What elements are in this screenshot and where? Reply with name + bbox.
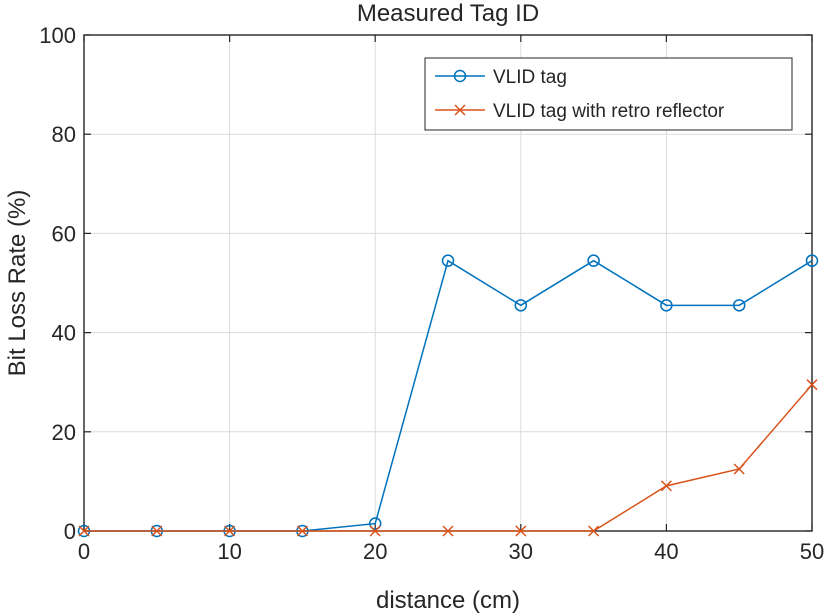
legend-label: VLID tag with retro reflector bbox=[493, 101, 725, 122]
data-point bbox=[805, 254, 819, 267]
data-series bbox=[77, 254, 819, 538]
data-point-stroke-b bbox=[224, 525, 236, 537]
x-tick-label: 40 bbox=[654, 539, 678, 564]
y-tick-label: 60 bbox=[52, 221, 76, 246]
legend-marker bbox=[453, 69, 467, 83]
data-point bbox=[515, 525, 527, 537]
y-tick-label: 0 bbox=[64, 519, 76, 544]
data-point bbox=[369, 525, 381, 537]
data-point bbox=[442, 525, 454, 537]
legend-marker bbox=[454, 104, 466, 116]
x-axis-label: distance (cm) bbox=[376, 587, 520, 614]
y-tick-label: 100 bbox=[39, 23, 76, 48]
data-point bbox=[514, 299, 528, 312]
y-tick-label: 40 bbox=[52, 321, 76, 346]
legend-entry: VLID tag bbox=[435, 67, 567, 88]
data-point-stroke-b bbox=[660, 480, 672, 492]
x-tick-label: 30 bbox=[509, 539, 533, 564]
data-point-stroke-b bbox=[806, 379, 818, 391]
data-point bbox=[733, 463, 745, 475]
y-tick-label: 20 bbox=[52, 420, 76, 445]
data-point-stroke-b bbox=[296, 525, 308, 537]
data-point-stroke-b bbox=[78, 525, 90, 537]
x-tick-label: 50 bbox=[800, 539, 824, 564]
legend-marker-stroke-b bbox=[454, 104, 466, 116]
data-point-stroke-b bbox=[515, 525, 527, 537]
legend-box bbox=[424, 57, 793, 131]
data-point bbox=[660, 299, 673, 312]
y-tick-label: 80 bbox=[52, 122, 76, 147]
x-tick-label: 10 bbox=[217, 539, 241, 564]
data-point bbox=[78, 525, 90, 537]
data-point-stroke-b bbox=[442, 525, 454, 537]
data-point bbox=[588, 525, 600, 537]
data-point bbox=[296, 525, 308, 537]
data-point-stroke-b bbox=[733, 463, 745, 475]
axis-ticks: 0 10 20 30 40 50 0 20 40 60 80 100 bbox=[39, 23, 824, 564]
data-point bbox=[151, 525, 163, 537]
data-point bbox=[587, 254, 600, 267]
data-point bbox=[441, 254, 455, 267]
series-2 bbox=[78, 379, 818, 537]
chart-title: Measured Tag ID bbox=[357, 0, 539, 27]
data-point bbox=[660, 480, 672, 492]
data-point-stroke-b bbox=[369, 525, 381, 537]
x-tick-label: 0 bbox=[78, 539, 90, 564]
data-point-stroke-b bbox=[588, 525, 600, 537]
data-point bbox=[368, 517, 382, 530]
data-point-stroke-b bbox=[151, 525, 163, 537]
x-tick-label: 20 bbox=[363, 539, 387, 564]
legend-entry: VLID tag with retro reflector bbox=[435, 101, 725, 122]
y-axis-label: Bit Loss Rate (%) bbox=[4, 190, 31, 377]
data-point bbox=[806, 379, 818, 391]
data-point bbox=[224, 525, 236, 537]
legend: VLID tag VLID tag with retro reflector bbox=[424, 57, 793, 131]
legend-label: VLID tag bbox=[493, 67, 567, 88]
data-point bbox=[732, 299, 746, 312]
